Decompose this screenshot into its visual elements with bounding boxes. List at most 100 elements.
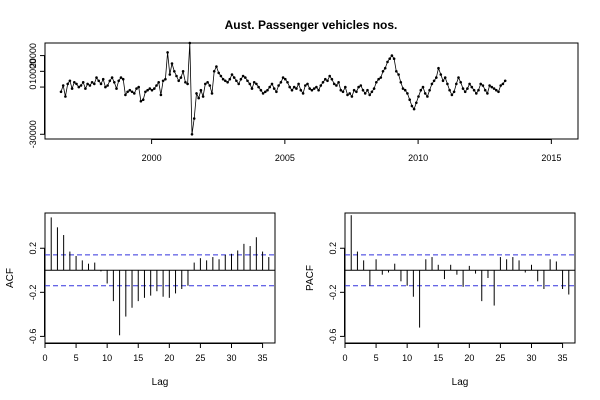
ts-point	[173, 70, 176, 73]
ts-point	[401, 87, 405, 90]
ts-point	[475, 92, 478, 95]
pacf-xlabel: Lag	[452, 377, 469, 388]
ts-point	[450, 93, 454, 97]
ts-point	[390, 54, 394, 57]
ts-y-tick-label: 10000	[28, 59, 38, 84]
ts-point	[319, 84, 323, 87]
ts-point	[221, 77, 225, 81]
ts-point	[375, 81, 378, 84]
ts-point	[328, 74, 332, 78]
ts-point	[199, 88, 203, 92]
ts-point	[470, 85, 474, 89]
acf-x-tick-label: 30	[226, 353, 236, 363]
ts-point	[501, 82, 505, 86]
ts-title: Aust. Passenger vehicles nos.	[225, 18, 398, 32]
ts-point	[226, 81, 229, 84]
ts-point	[79, 84, 83, 87]
ts-point	[321, 81, 325, 84]
acf-y-tick-label: 0.2	[28, 242, 38, 255]
ts-point	[355, 90, 358, 94]
ts-point	[168, 73, 172, 76]
ts-point	[137, 85, 140, 89]
ts-point	[219, 74, 223, 78]
ts-point	[68, 79, 72, 83]
ts-point	[195, 92, 198, 95]
ts-point	[437, 66, 440, 70]
ts-point	[275, 90, 278, 94]
ts-point	[290, 88, 294, 92]
ts-point	[117, 79, 120, 83]
ts-point	[208, 84, 212, 87]
ts-point	[266, 88, 269, 92]
pacf-plot-frame	[344, 212, 576, 344]
ts-point	[206, 81, 209, 84]
ts-point	[495, 88, 498, 92]
ts-point	[344, 85, 347, 89]
ts-point	[192, 117, 196, 120]
ts-point	[110, 76, 114, 79]
ts-point	[90, 81, 94, 84]
ts-point	[159, 93, 163, 97]
acf-x-tick-label: 15	[133, 353, 143, 363]
ts-point	[295, 87, 298, 90]
pacf-x-tick-label: 15	[433, 353, 443, 363]
acf-x-tick-label: 35	[258, 353, 268, 363]
ts-point	[201, 95, 205, 98]
ts-point	[252, 81, 256, 84]
ts-point	[443, 76, 447, 79]
ts-point	[257, 85, 260, 89]
ts-point	[430, 82, 434, 86]
ts-point	[190, 133, 194, 136]
ts-point	[461, 87, 465, 90]
acf-x-tick-label: 20	[164, 353, 174, 363]
ts-panel: Aust. Passenger vehicles nos. -30000 0100…	[28, 18, 579, 163]
acf-y-tick-label: -0.6	[28, 329, 38, 345]
ts-point	[133, 92, 136, 95]
ts-point	[310, 88, 314, 92]
ts-point	[297, 82, 300, 86]
ts-point	[428, 88, 431, 92]
ts-point	[306, 82, 309, 86]
ts-point	[179, 76, 183, 79]
pacf-x-tick-label: 25	[495, 353, 505, 363]
ts-point	[361, 88, 365, 92]
ts-point	[372, 87, 376, 90]
ts-point	[153, 87, 156, 90]
ts-point	[399, 81, 403, 84]
ts-point	[366, 88, 369, 92]
ts-point	[386, 60, 389, 64]
ts-point	[215, 65, 218, 68]
ts-point	[268, 85, 272, 89]
ts-point	[64, 95, 67, 98]
ts-point	[255, 82, 258, 86]
ts-point	[77, 85, 81, 89]
ts-point	[381, 70, 385, 73]
ts-point	[141, 98, 145, 101]
ts-point	[126, 90, 129, 94]
pacf-x-tick-label: 0	[342, 353, 347, 363]
ts-point	[204, 82, 207, 86]
ts-point	[284, 77, 287, 81]
ts-point	[410, 104, 414, 108]
pacf-panel: PACF Lag -0.6 -0.2 0.2 0 5 10 15 20 25 30 35	[305, 212, 576, 388]
acf-plot-frame	[44, 212, 276, 344]
ts-point	[210, 92, 214, 95]
ts-point	[259, 88, 263, 92]
ts-point	[164, 77, 167, 81]
pacf-y-tick-label: -0.2	[328, 285, 338, 301]
ts-point	[81, 81, 85, 84]
ts-point	[312, 87, 316, 90]
ts-point	[261, 92, 265, 95]
ts-point	[335, 84, 338, 87]
ts-point	[157, 81, 160, 84]
ts-point	[363, 92, 367, 95]
ts-point	[212, 70, 216, 73]
ts-point	[359, 84, 363, 87]
ts-point	[341, 90, 345, 94]
pacf-x-axis: 0 5 10 15 20 25 30 35	[342, 343, 568, 363]
ts-point	[346, 93, 349, 97]
ts-point	[115, 87, 118, 90]
ts-y-tick-label: -30000	[28, 120, 38, 148]
pacf-y-tick-label: -0.6	[328, 329, 338, 345]
ts-point	[435, 76, 438, 79]
